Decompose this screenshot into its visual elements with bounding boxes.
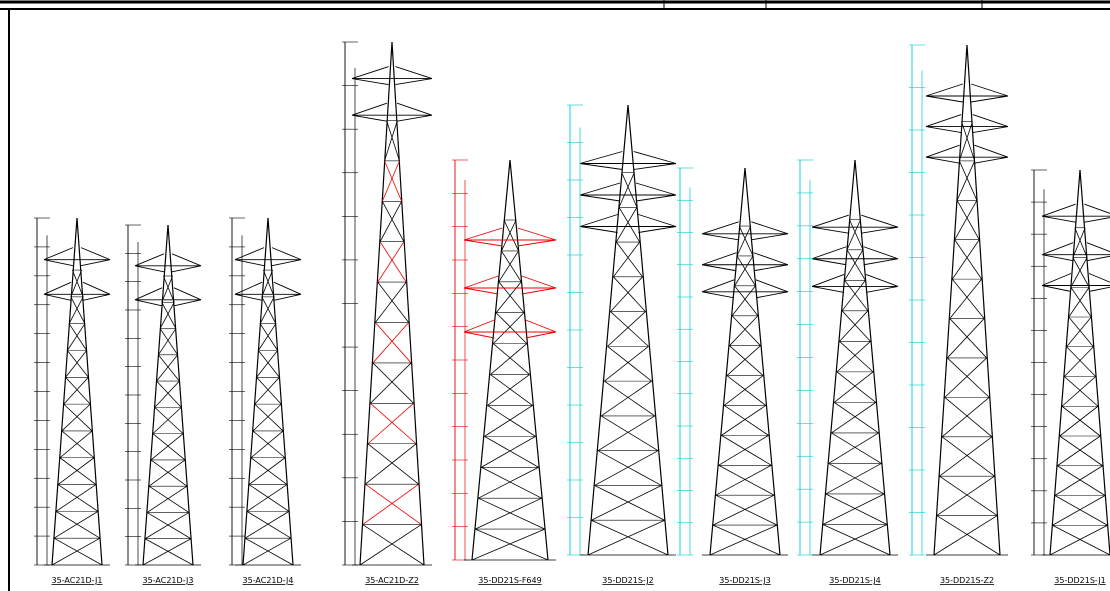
background [0, 0, 1110, 591]
drawing: 35-AC21D-J1 35-AC21D-J3 35-AC21D-J4 35-AC21… [0, 0, 1110, 591]
tower-label: 35-AC21D-J4 [243, 576, 294, 585]
tower-label: 35-DD21S-F649 [478, 576, 541, 585]
tower-label: 35-DD21S-J2 [602, 576, 653, 585]
tower-label: 35-DD21S-Z2 [940, 576, 994, 585]
tower-label: 35-DD21S-J3 [719, 576, 770, 585]
tower-label: 35-AC21D-J3 [143, 576, 194, 585]
tower-label: 35-DD21S-J4 [829, 576, 880, 585]
page: 35-AC21D-J1 35-AC21D-J3 35-AC21D-J4 35-AC21… [0, 0, 1110, 591]
tower-label: 35-DD21S-J1 [1054, 576, 1105, 585]
tower-label: 35-AC21D-Z2 [365, 576, 419, 585]
tower-label: 35-AC21D-J1 [52, 576, 103, 585]
